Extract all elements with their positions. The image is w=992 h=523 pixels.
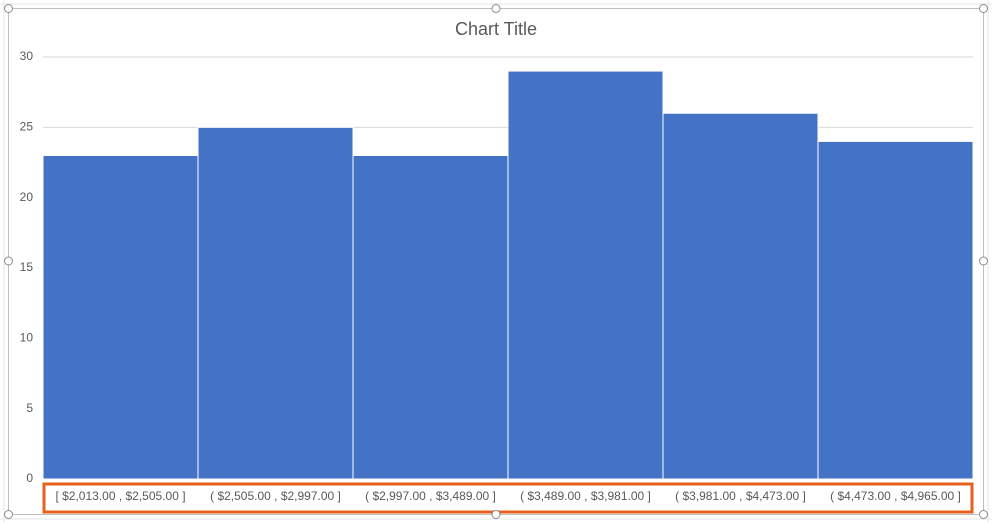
bar <box>817 140 974 480</box>
y-tick-label: 20 <box>20 190 34 204</box>
selection-handles <box>4 4 988 519</box>
y-tick-label: 5 <box>26 401 33 415</box>
y-tick-label: 15 <box>20 260 34 274</box>
bar <box>352 154 509 480</box>
bar <box>662 112 819 480</box>
x-tick-label: ( $3,981.00 , $4,473.00 ] <box>675 489 806 503</box>
bar <box>42 154 199 480</box>
plot-area: 0 5 10 15 20 25 30 [ $2,013.00 , $2,505.00 ] ( $… <box>20 49 974 503</box>
highlight-box <box>42 482 974 514</box>
x-tick-label: [ $2,013.00 , $2,505.00 ] <box>55 489 185 503</box>
y-tick-label: 10 <box>20 331 34 345</box>
y-tick-label: 25 <box>20 120 34 134</box>
x-tick-label: ( $2,505.00 , $2,997.00 ] <box>210 489 341 503</box>
chart-title: Chart Title <box>455 19 537 39</box>
x-tick-label: ( $2,997.00 , $3,489.00 ] <box>365 489 496 503</box>
bar <box>197 126 354 480</box>
x-tick-label: ( $3,489.00 , $3,981.00 ] <box>520 489 651 503</box>
y-tick-label: 30 <box>20 49 34 63</box>
bar <box>507 70 664 480</box>
x-tick-label: ( $4,473.00 , $4,965.00 ] <box>830 489 961 503</box>
y-tick-label: 0 <box>26 471 33 485</box>
